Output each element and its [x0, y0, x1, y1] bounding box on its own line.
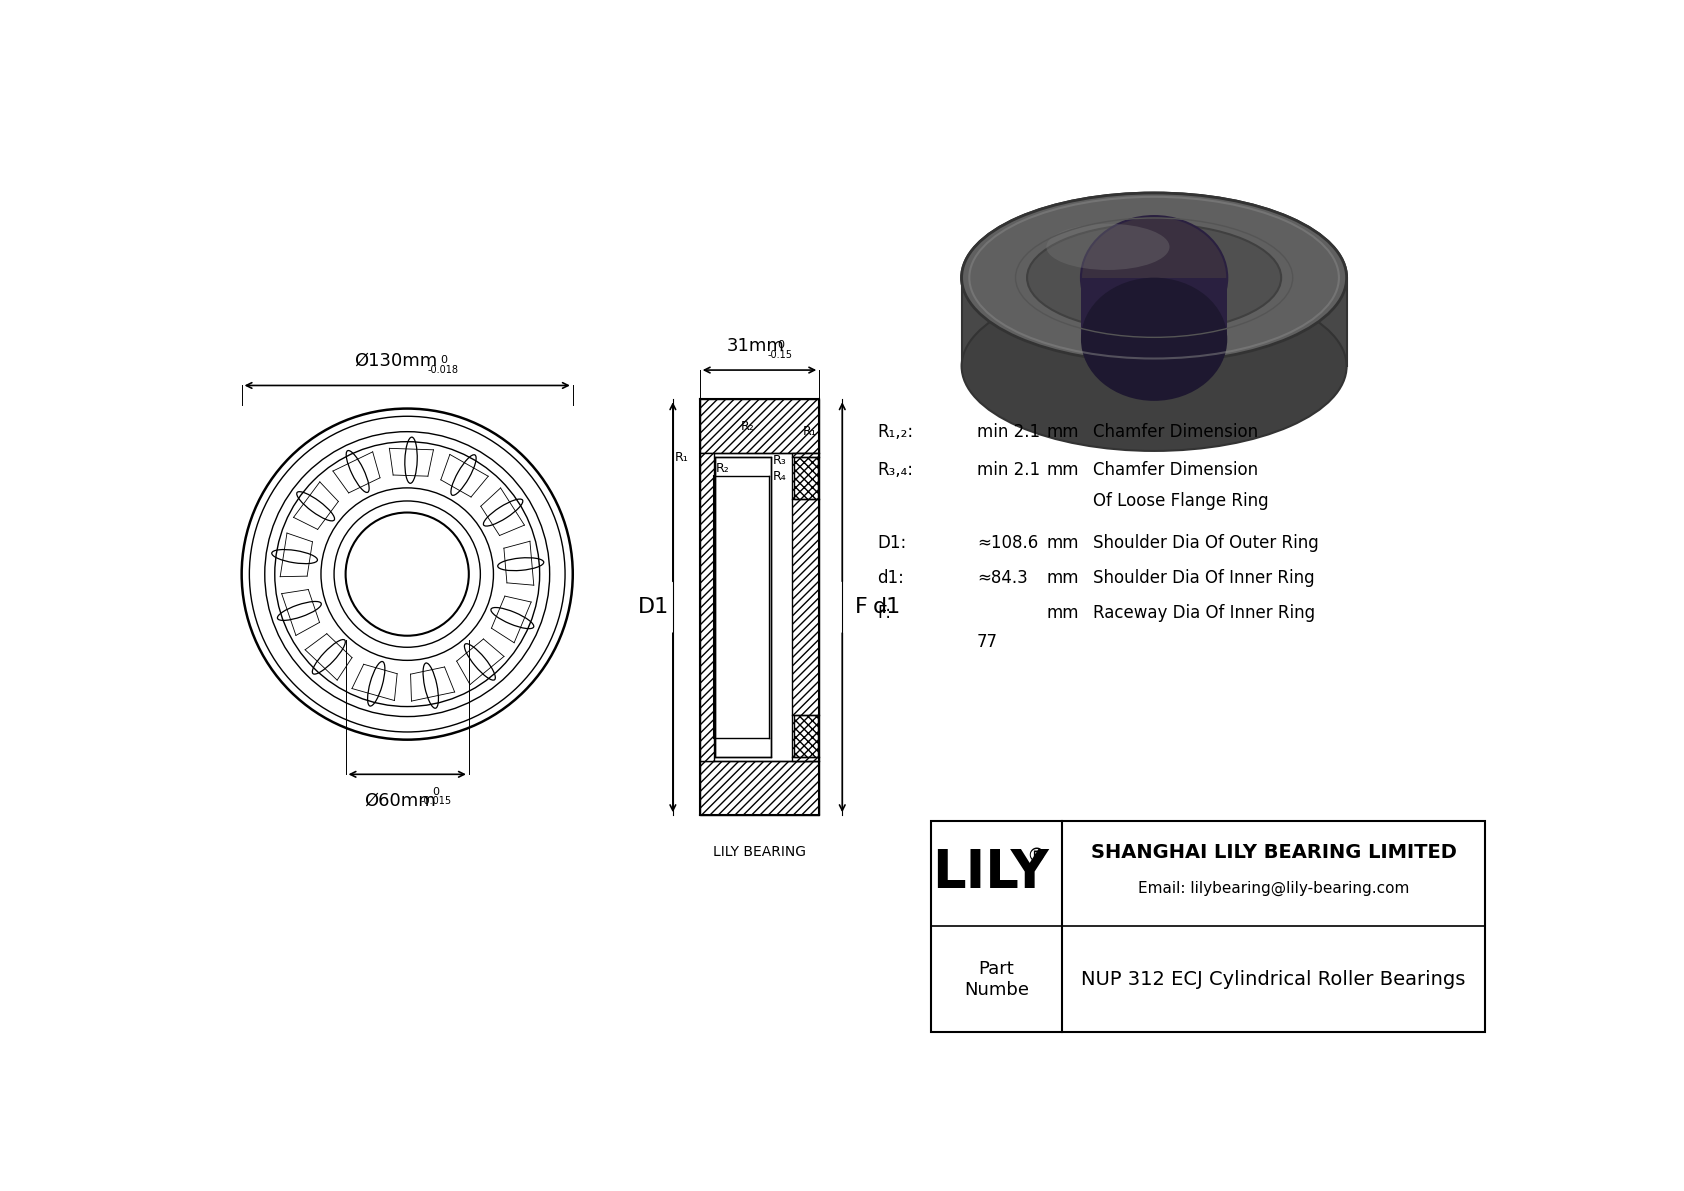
Bar [729, 526, 770, 688]
Text: 0: 0 [776, 341, 783, 350]
Text: R₂: R₂ [716, 462, 729, 475]
Text: R₁: R₁ [803, 425, 817, 438]
Bar [793, 715, 818, 757]
Polygon shape [1081, 278, 1228, 339]
Bar [791, 454, 818, 761]
Text: 77: 77 [977, 632, 999, 650]
Text: D1: D1 [638, 597, 669, 617]
Ellipse shape [1027, 224, 1282, 331]
Text: F:: F: [877, 604, 891, 622]
Text: Ø130mm: Ø130mm [354, 353, 438, 370]
Text: Chamfer Dimension: Chamfer Dimension [1093, 423, 1258, 441]
Text: R₃: R₃ [773, 455, 786, 467]
Text: SHANGHAI LILY BEARING LIMITED: SHANGHAI LILY BEARING LIMITED [1091, 843, 1457, 862]
Text: ≈84.3: ≈84.3 [977, 569, 1027, 587]
Bar [793, 457, 818, 499]
Bar [716, 457, 771, 757]
Text: D1:: D1: [877, 535, 906, 553]
Text: mm: mm [1046, 604, 1079, 622]
Text: R₄: R₄ [773, 469, 786, 482]
Bar [714, 476, 770, 526]
Text: 0: 0 [440, 355, 446, 366]
Ellipse shape [1046, 224, 1169, 270]
Bar [931, 821, 1485, 1033]
Polygon shape [962, 278, 1347, 366]
Text: LILY: LILY [931, 848, 1049, 899]
Bar [729, 526, 765, 688]
Text: d1: d1 [872, 597, 901, 617]
Text: Part
Numbe: Part Numbe [963, 960, 1029, 999]
Text: LILY BEARING: LILY BEARING [712, 846, 807, 859]
Text: -0.15: -0.15 [768, 350, 793, 360]
Text: 31mm: 31mm [727, 337, 785, 355]
Bar [714, 688, 770, 738]
Text: R₂: R₂ [741, 419, 754, 432]
Text: 0: 0 [433, 786, 440, 797]
Text: Of Loose Flange Ring: Of Loose Flange Ring [1093, 492, 1268, 510]
Text: R₁,₂:: R₁,₂: [877, 423, 913, 441]
Text: mm: mm [1046, 423, 1079, 441]
Text: Chamfer Dimension: Chamfer Dimension [1093, 461, 1258, 479]
Text: F: F [855, 597, 867, 617]
Bar [714, 526, 729, 688]
Text: d1:: d1: [877, 569, 904, 587]
Text: Shoulder Dia Of Outer Ring: Shoulder Dia Of Outer Ring [1093, 535, 1319, 553]
Text: Raceway Dia Of Inner Ring: Raceway Dia Of Inner Ring [1093, 604, 1315, 622]
Ellipse shape [1081, 278, 1228, 401]
Text: ®: ® [1027, 847, 1046, 866]
Text: R₁: R₁ [675, 450, 689, 463]
Bar [701, 761, 818, 815]
Text: ≈108.6: ≈108.6 [977, 535, 1039, 553]
Text: NUP 312 ECJ Cylindrical Roller Bearings: NUP 312 ECJ Cylindrical Roller Bearings [1081, 969, 1465, 989]
Text: Ø60mm: Ø60mm [364, 791, 436, 809]
Text: mm: mm [1046, 535, 1079, 553]
Bar [701, 399, 818, 454]
Ellipse shape [1081, 216, 1228, 339]
Ellipse shape [962, 281, 1347, 451]
Text: Email: lilybearing@lily-bearing.com: Email: lilybearing@lily-bearing.com [1138, 880, 1410, 896]
Ellipse shape [962, 193, 1347, 362]
Text: min 2.1: min 2.1 [977, 461, 1041, 479]
Text: mm: mm [1046, 569, 1079, 587]
Text: min 2.1: min 2.1 [977, 423, 1041, 441]
Text: R₃,₄:: R₃,₄: [877, 461, 913, 479]
Text: -0.018: -0.018 [428, 366, 460, 375]
Text: -0.015: -0.015 [419, 796, 451, 806]
Bar [701, 454, 714, 761]
Ellipse shape [962, 193, 1347, 362]
Text: mm: mm [1046, 461, 1079, 479]
Text: Shoulder Dia Of Inner Ring: Shoulder Dia Of Inner Ring [1093, 569, 1314, 587]
